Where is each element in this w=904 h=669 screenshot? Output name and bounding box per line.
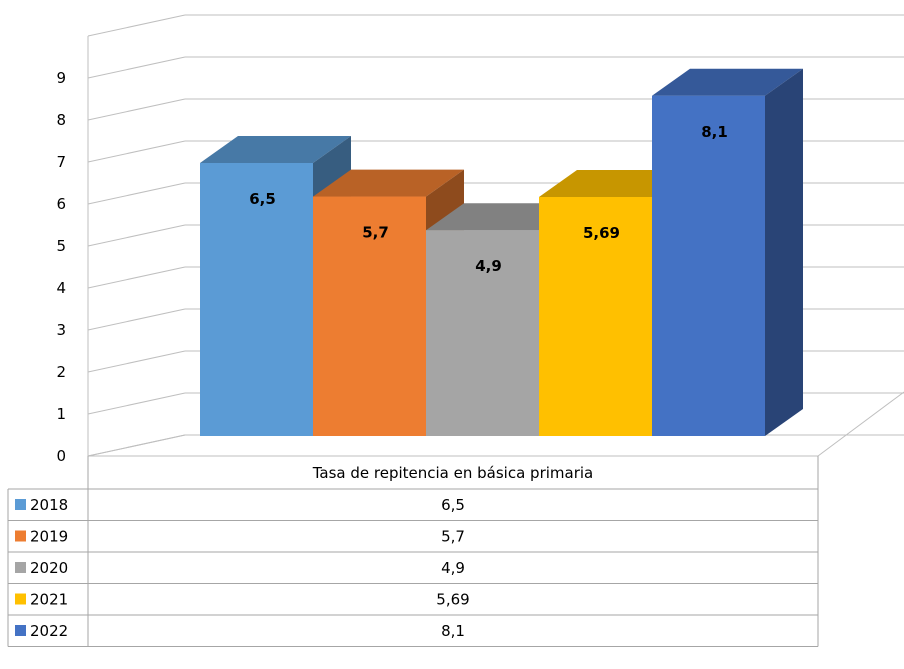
- floor-right-edge: [817, 391, 904, 457]
- bar-face-2022: [652, 95, 765, 437]
- y-tick-label: 0: [56, 447, 66, 465]
- gridline-side: [87, 56, 186, 79]
- bar-side-2022: [765, 68, 803, 437]
- y-tick-label: 9: [56, 69, 66, 87]
- y-tick-label: 8: [56, 111, 66, 129]
- legend-key-2019: [15, 530, 26, 542]
- bar-top-2019: [313, 169, 464, 197]
- legend-key-2022: [15, 625, 26, 636]
- bar-face-2021: [539, 197, 652, 436]
- y-tick-label: 3: [56, 321, 66, 339]
- gridline-side: [87, 350, 186, 373]
- gridline-side: [87, 182, 186, 205]
- y-tick-label: 4: [56, 279, 66, 297]
- bar-face-2018: [200, 163, 313, 436]
- table-value-2020: 4,9: [441, 559, 465, 577]
- data-label-2018: 6,5: [249, 190, 276, 208]
- legend-key-2021: [15, 593, 26, 605]
- data-label-2022: 8,1: [701, 123, 728, 141]
- data-label-2020: 4,9: [475, 257, 502, 275]
- bar-face-2020: [426, 230, 539, 436]
- bars: [200, 68, 803, 437]
- gridline-side: [87, 308, 186, 331]
- legend-label-2021: 2021: [30, 591, 68, 609]
- gridline-side: [87, 266, 186, 289]
- gridline-side: [87, 98, 186, 121]
- gridline-side: [87, 392, 186, 415]
- table-value-2018: 6,5: [441, 496, 465, 514]
- y-axis-ticks: 0 1 2 3 4 5 6 7 8 9: [56, 69, 66, 465]
- data-labels: 6,5 5,7 4,9 5,69 8,1: [249, 123, 728, 275]
- y-tick-label: 6: [56, 195, 66, 213]
- bar-face-2019: [313, 196, 426, 436]
- bar-top-2022: [652, 68, 803, 96]
- data-table: Tasa de repitencia en básica primaria 201…: [7, 456, 819, 647]
- y-tick-label: 1: [56, 405, 66, 423]
- y-tick-label: 7: [56, 153, 66, 171]
- y-tick-label: 2: [56, 363, 66, 381]
- table-value-2019: 5,7: [441, 528, 465, 546]
- bar-top-2018: [200, 136, 351, 163]
- legend-label-2020: 2020: [30, 559, 68, 577]
- gridline-side: [87, 14, 186, 37]
- gridline-side: [87, 140, 186, 163]
- table-value-2022: 8,1: [441, 622, 465, 640]
- data-label-2019: 5,7: [362, 224, 389, 242]
- data-label-2021: 5,69: [583, 224, 620, 242]
- gridline-side: [87, 434, 186, 457]
- legend-label-2019: 2019: [30, 528, 68, 546]
- legend-label-2022: 2022: [30, 622, 68, 640]
- table-value-2021: 5,69: [436, 591, 469, 609]
- y-tick-label: 5: [56, 237, 66, 255]
- gridline-side: [87, 224, 186, 247]
- legend-key-2020: [15, 562, 26, 573]
- category-label: Tasa de repitencia en básica primaria: [312, 464, 594, 482]
- legend-key-2018: [15, 499, 26, 510]
- legend-label-2018: 2018: [30, 496, 68, 514]
